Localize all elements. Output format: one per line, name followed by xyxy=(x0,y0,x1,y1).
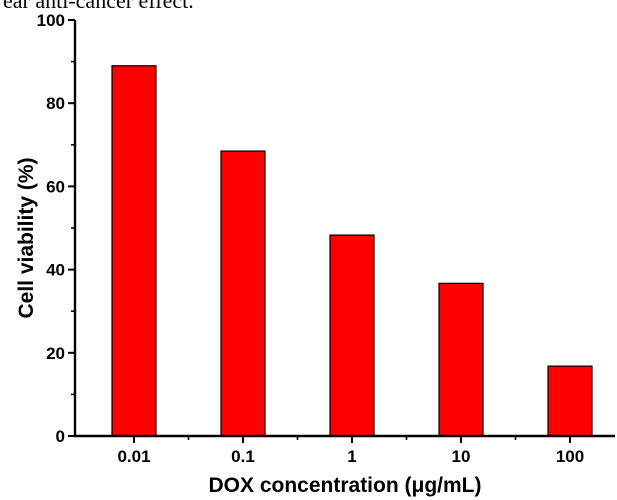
y-axis-title: Cell viability (%) xyxy=(15,157,38,318)
bar-1 xyxy=(329,234,375,437)
y-tick-label: 60 xyxy=(46,177,65,196)
x-axis-title: DOX concentration (μg/mL) xyxy=(208,474,481,497)
caption-fragment: ear anti-cancer effect. xyxy=(3,0,194,13)
bar-0.01 xyxy=(111,65,157,437)
ticks-layer: 0 20 40 60 80 100 0.01 0.1 1 10 100 xyxy=(37,11,585,466)
x-tick-label: 100 xyxy=(556,447,584,466)
bar-0.1 xyxy=(220,150,266,437)
y-tick-label: 100 xyxy=(37,11,65,30)
bars-layer xyxy=(111,65,593,437)
x-tick-label: 0.1 xyxy=(231,447,255,466)
y-tick-label: 80 xyxy=(46,94,65,113)
x-tick-label: 10 xyxy=(452,447,471,466)
y-tick-label: 40 xyxy=(46,261,65,280)
bar-10 xyxy=(438,282,484,437)
x-tick-label: 0.01 xyxy=(117,447,150,466)
y-tick-label: 20 xyxy=(46,344,65,363)
y-tick-label: 0 xyxy=(56,427,65,446)
bar-100 xyxy=(547,365,593,437)
x-tick-label: 1 xyxy=(347,447,356,466)
